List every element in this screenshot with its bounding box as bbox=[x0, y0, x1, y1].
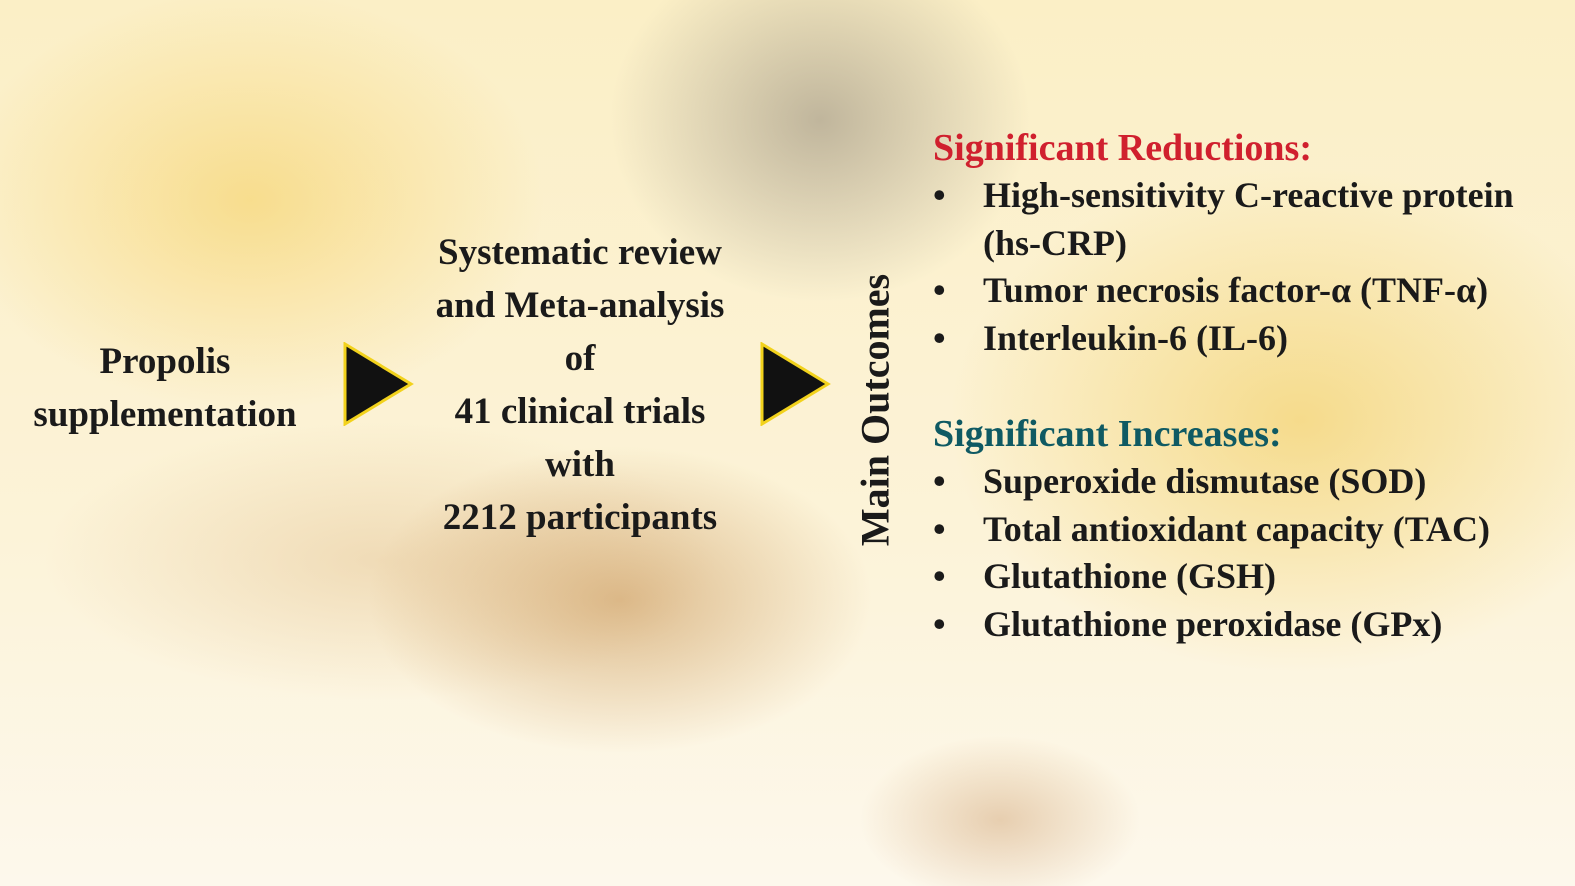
bullet: • bbox=[933, 270, 946, 310]
input-box: Propolis supplementation bbox=[0, 335, 330, 441]
method-line: Systematic review bbox=[438, 232, 722, 273]
list-item: • Interleukin-6 (IL-6) bbox=[933, 315, 1514, 363]
method-line: 2212 participants bbox=[442, 497, 718, 538]
bullet: • bbox=[933, 556, 946, 596]
input-line: Propolis bbox=[99, 341, 231, 382]
method-line: of bbox=[564, 338, 596, 379]
list-item: • High-sensitivity C-reactive protein (hs-… bbox=[933, 172, 1514, 267]
increases-list: • Superoxide dismutase (SOD) • Total antio… bbox=[933, 458, 1514, 648]
reductions-list: • High-sensitivity C-reactive protein (hs-… bbox=[933, 172, 1514, 362]
list-item: • Superoxide dismutase (SOD) bbox=[933, 458, 1514, 506]
bullet: • bbox=[933, 508, 946, 549]
reductions-heading: Significant Reductions: bbox=[933, 127, 1312, 169]
method-line: with bbox=[545, 444, 615, 485]
list-item: • Glutathione peroxidase (GPx) bbox=[933, 601, 1514, 649]
method-line: 41 clinical trials bbox=[454, 391, 706, 432]
bullet: • bbox=[933, 461, 946, 501]
bullet: • bbox=[933, 317, 946, 358]
main-outcomes-label: Main Outcomes bbox=[852, 273, 898, 547]
bullet: • bbox=[933, 175, 946, 215]
method-line: and Meta-analysis bbox=[435, 285, 725, 326]
bullet: • bbox=[933, 603, 946, 644]
outcomes-list: Significant Reductions: • High-sensitivit… bbox=[933, 124, 1514, 648]
input-line: supplementation bbox=[33, 394, 297, 435]
list-item: • Total antioxidant capacity (TAC) bbox=[933, 506, 1514, 554]
increases-heading: Significant Increases: bbox=[933, 413, 1282, 455]
list-item: • Tumor necrosis factor-α (TNF-α) bbox=[933, 267, 1514, 315]
method-box: Systematic review and Meta-analysis of 4… bbox=[400, 226, 760, 544]
list-item: • Glutathione (GSH) bbox=[933, 553, 1514, 601]
